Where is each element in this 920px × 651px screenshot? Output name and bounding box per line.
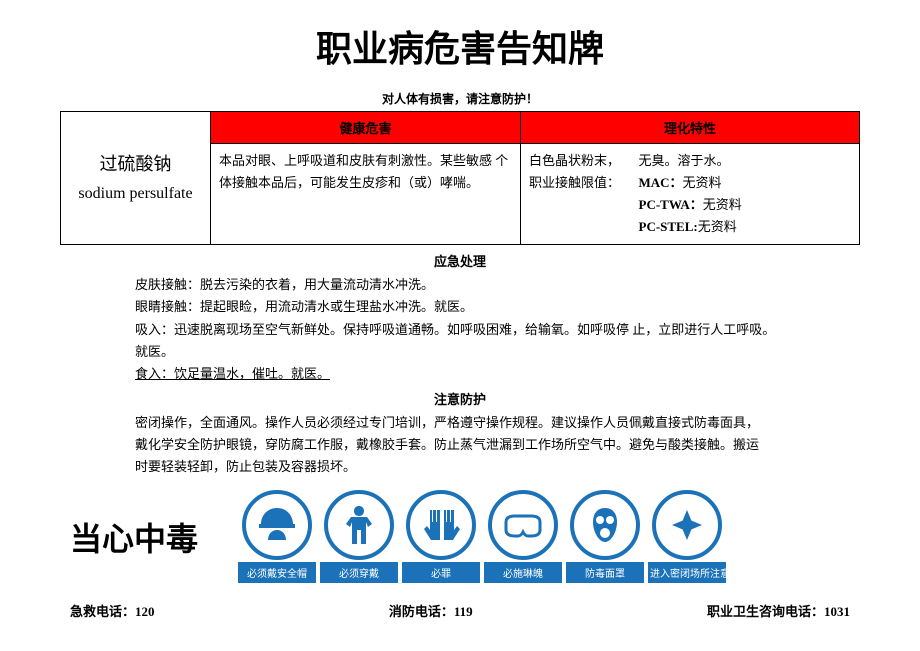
mac-val: 无资料 <box>683 175 722 190</box>
icon-helmet-label: 必须戴安全帽 <box>238 562 316 583</box>
icon-goggles: 必施琳魄 <box>484 490 562 583</box>
emergency-title: 应急处理 <box>60 251 860 270</box>
emergency-inhale: 吸入：迅速脱离现场至空气新鲜处。保持呼吸道通畅。如呼吸困难，给输氧。如呼吸停 止… <box>135 319 785 363</box>
phone-occ: 职业卫生咨询电话：1031 <box>707 601 850 620</box>
protection-title: 注意防护 <box>60 389 860 408</box>
warning-row: 当心中毒 必须戴安全帽 必须穿戴 必罪 必施琳魄 <box>60 490 860 583</box>
hazard-table: 过硫酸钠 sodium persulfate 健康危害 理化特性 本品对眼、上呼… <box>60 111 860 245</box>
goggles-icon <box>488 490 558 560</box>
gloves-icon <box>406 490 476 560</box>
pcstel-val: 无资料 <box>698 219 737 234</box>
icon-gloves-label: 必罪 <box>402 562 480 583</box>
safety-icons: 必须戴安全帽 必须穿戴 必罪 必施琳魄 防毒面罩 <box>238 490 726 583</box>
suit-icon <box>324 490 394 560</box>
icon-confined-label: 进入密闭场所注意通风 <box>648 562 726 583</box>
warning-text: 当心中毒 <box>70 514 198 560</box>
phys-left: 白色晶状粉末， 职业接触限值： <box>521 144 631 245</box>
emergency-skin: 皮肤接触：脱去污染的衣着，用大量流动清水冲洗。 <box>135 274 785 296</box>
chem-en: sodium persulfate <box>69 180 202 209</box>
health-hazard-text: 本品对眼、上呼吸道和皮肤有刺激性。某些敏感 个体接触本品后，可能发生皮疹和（或）… <box>211 144 521 245</box>
mac-label: MAC： <box>639 175 683 190</box>
phys-line1: 无臭。溶于水。 <box>639 153 730 168</box>
icon-gloves: 必罪 <box>402 490 480 583</box>
phone-fire: 消防电话：119 <box>389 601 473 620</box>
phone-row: 急救电话：120 消防电话：119 职业卫生咨询电话：1031 <box>60 601 860 620</box>
helmet-icon <box>242 490 312 560</box>
subtitle: 对人体有损害，请注意防护！ <box>60 90 860 107</box>
icon-mask-label: 防毒面罩 <box>566 562 644 583</box>
confined-icon <box>652 490 722 560</box>
icon-helmet: 必须戴安全帽 <box>238 490 316 583</box>
icon-goggles-label: 必施琳魄 <box>484 562 562 583</box>
emergency-eye: 眼睛接触：提起眼睑，用流动清水或生理盐水冲洗。就医。 <box>135 296 785 318</box>
main-title: 职业病危害告知牌 <box>60 20 860 72</box>
protection-body: 密闭操作，全面通风。操作人员必须经过专门培训，严格遵守操作规程。建议操作人员佩戴… <box>60 412 860 478</box>
chem-cn: 过硫酸钠 <box>69 148 202 180</box>
emergency-body: 皮肤接触：脱去污染的衣着，用大量流动清水冲洗。 眼睛接触：提起眼睑，用流动清水或… <box>60 274 860 384</box>
pctwa-label: PC-TWA： <box>639 197 703 212</box>
pctwa-val: 无资料 <box>703 197 742 212</box>
chemical-name-cell: 过硫酸钠 sodium persulfate <box>61 112 211 245</box>
mask-icon <box>570 490 640 560</box>
icon-suit: 必须穿戴 <box>320 490 398 583</box>
phone-emergency: 急救电话：120 <box>70 601 155 620</box>
icon-confined: 进入密闭场所注意通风 <box>648 490 726 583</box>
pcstel-label: PC-STEL: <box>639 219 698 234</box>
phys-right: 无臭。溶于水。 MAC：无资料 PC-TWA：无资料 PC-STEL:无资料 <box>631 144 860 245</box>
icon-mask: 防毒面罩 <box>566 490 644 583</box>
emergency-ingest: 食入：饮足量温水，催吐。就医。 <box>135 363 785 385</box>
phys-header: 理化特性 <box>521 112 860 144</box>
health-header: 健康危害 <box>211 112 521 144</box>
icon-suit-label: 必须穿戴 <box>320 562 398 583</box>
